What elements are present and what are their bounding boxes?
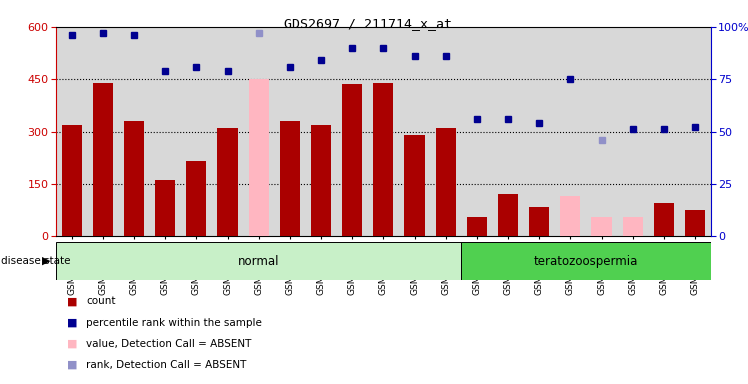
- Bar: [218, 128, 238, 236]
- Text: teratozoospermia: teratozoospermia: [534, 255, 638, 268]
- Text: ▶: ▶: [43, 256, 51, 266]
- Bar: [280, 121, 300, 236]
- Bar: [467, 217, 487, 236]
- Bar: [654, 203, 674, 236]
- Bar: [405, 135, 425, 236]
- Text: count: count: [86, 296, 115, 306]
- Text: ■: ■: [67, 339, 78, 349]
- Text: ■: ■: [67, 296, 78, 306]
- Bar: [155, 180, 175, 236]
- Bar: [93, 83, 113, 236]
- Bar: [529, 207, 549, 236]
- Bar: [622, 217, 643, 236]
- Text: rank, Detection Call = ABSENT: rank, Detection Call = ABSENT: [86, 360, 246, 370]
- Text: GDS2697 / 211714_x_at: GDS2697 / 211714_x_at: [284, 17, 453, 30]
- Text: percentile rank within the sample: percentile rank within the sample: [86, 318, 262, 328]
- Bar: [498, 194, 518, 236]
- Bar: [248, 79, 269, 236]
- Bar: [462, 242, 711, 280]
- Bar: [61, 124, 82, 236]
- Bar: [592, 217, 612, 236]
- Bar: [56, 242, 462, 280]
- Bar: [685, 210, 705, 236]
- Bar: [311, 124, 331, 236]
- Bar: [124, 121, 144, 236]
- Bar: [560, 196, 580, 236]
- Bar: [435, 128, 456, 236]
- Text: value, Detection Call = ABSENT: value, Detection Call = ABSENT: [86, 339, 251, 349]
- Bar: [186, 161, 206, 236]
- Bar: [373, 83, 393, 236]
- Text: normal: normal: [238, 255, 280, 268]
- Text: ■: ■: [67, 360, 78, 370]
- Bar: [342, 84, 362, 236]
- Text: disease state: disease state: [1, 256, 71, 266]
- Text: ■: ■: [67, 318, 78, 328]
